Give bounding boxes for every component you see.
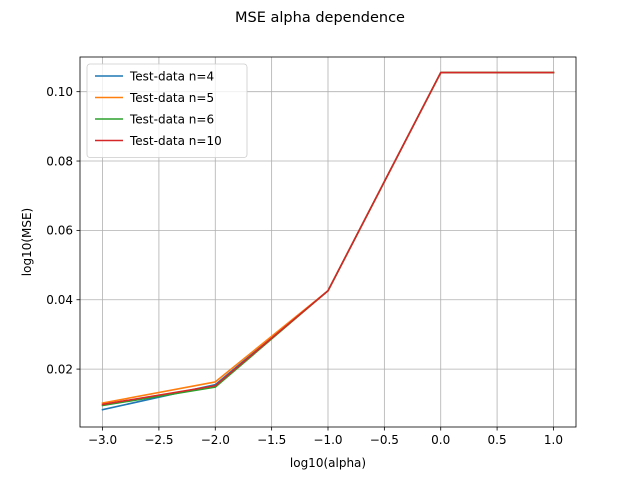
y-axis-ticks: 0.02 0.04 0.06 0.08 0.10 xyxy=(46,85,80,376)
series-line-4 xyxy=(101,71,555,406)
x-tick-label: −1.5 xyxy=(257,433,286,447)
x-tick-label: −0.5 xyxy=(370,433,399,447)
x-tick-label: −2.5 xyxy=(144,433,173,447)
y-tick-label: 0.02 xyxy=(46,362,73,376)
x-tick-label: 0.0 xyxy=(431,433,450,447)
chart-title: MSE alpha dependence xyxy=(235,10,405,26)
x-tick-label: −3.0 xyxy=(88,433,117,447)
x-tick-label: 0.5 xyxy=(488,433,507,447)
legend-label: Test-data n=10 xyxy=(129,134,222,148)
x-tick-label: 1.0 xyxy=(544,433,563,447)
y-axis-label: log10(MSE) xyxy=(20,208,34,276)
x-axis-ticks: −3.0 −2.5 −2.0 −1.5 −1.0 −0.5 0.0 0.5 1.0 xyxy=(88,427,563,447)
series-lines xyxy=(101,71,555,411)
legend: Test-data n=4 Test-data n=5 Test-data n=6 T… xyxy=(86,63,248,158)
legend-label: Test-data n=4 xyxy=(129,69,214,83)
legend-label: Test-data n=6 xyxy=(129,112,214,126)
y-tick-label: 0.06 xyxy=(46,224,73,238)
x-tick-label: −1.0 xyxy=(313,433,342,447)
x-axis-label: log10(alpha) xyxy=(290,456,366,470)
x-tick-label: −2.0 xyxy=(201,433,230,447)
legend-label: Test-data n=5 xyxy=(129,91,214,105)
legend-box xyxy=(86,63,248,158)
y-tick-label: 0.04 xyxy=(46,293,73,307)
y-tick-label: 0.08 xyxy=(46,154,73,168)
y-tick-label: 0.10 xyxy=(46,85,73,99)
